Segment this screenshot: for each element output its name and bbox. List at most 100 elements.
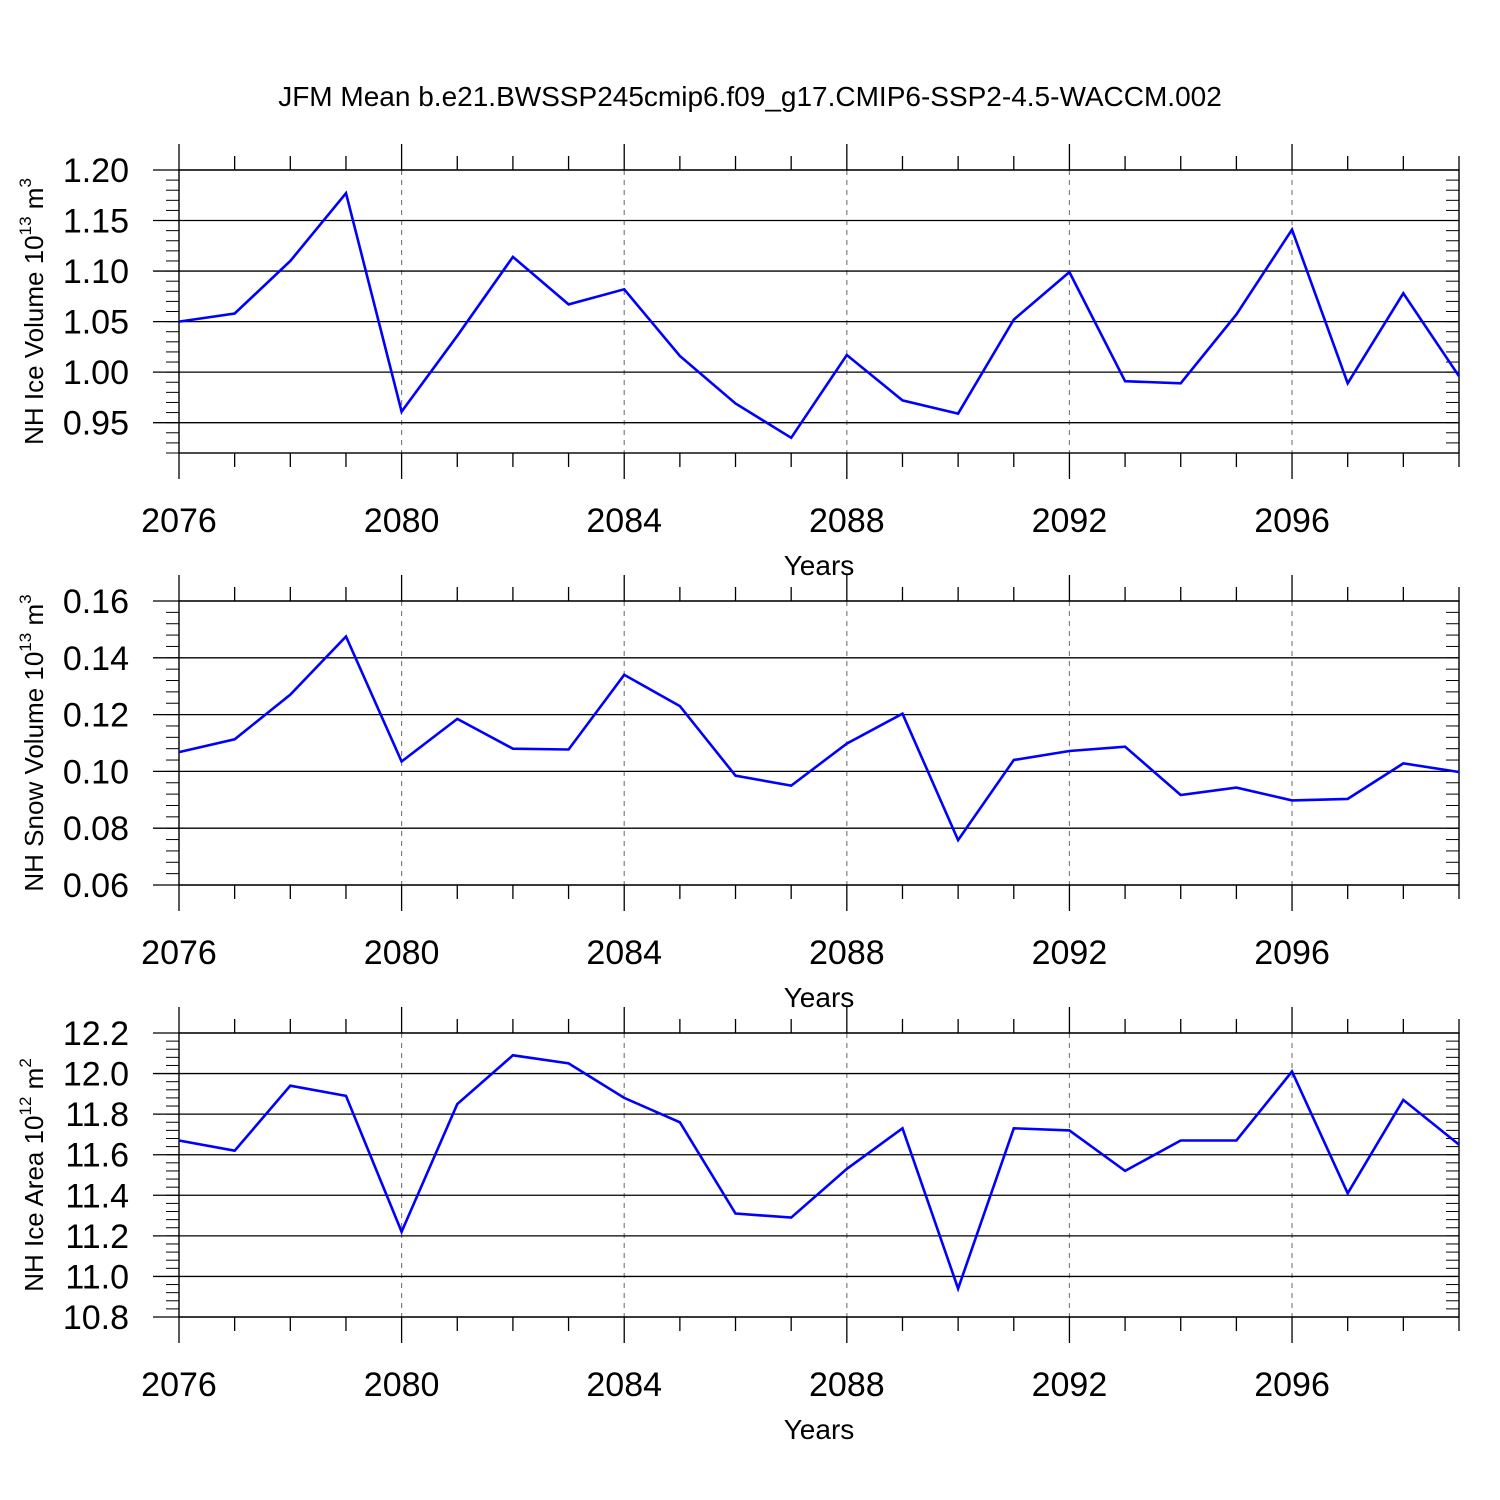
data-point (1067, 1128, 1071, 1132)
y-tick-label: 1.10 (63, 253, 129, 291)
y-label-superscript: 3 (16, 594, 35, 603)
data-point (177, 750, 181, 754)
plot-frame (178, 600, 1460, 886)
y-tick-label: 0.14 (63, 640, 129, 678)
data-point (900, 712, 904, 716)
y-tick-label: 11.0 (65, 1258, 129, 1296)
y-tick-label: 1.05 (63, 304, 129, 342)
data-point (1346, 797, 1350, 801)
data-point (1401, 1098, 1405, 1102)
x-axis-label: Years (784, 982, 855, 1013)
data-point (177, 1139, 181, 1143)
y-label-superscript: 13 (16, 216, 35, 235)
y-label-superscript: 13 (16, 633, 35, 652)
data-point (400, 410, 404, 414)
x-tick-label: 2092 (1032, 1366, 1108, 1404)
x-tick-label: 2092 (1032, 934, 1108, 972)
y-tick-label: 12.2 (63, 1015, 129, 1053)
data-point (455, 1102, 459, 1106)
data-point (956, 838, 960, 842)
data-point (567, 748, 571, 752)
y-tick-label: 11.2 (65, 1218, 129, 1256)
data-point (734, 774, 738, 778)
data-point (622, 1096, 626, 1100)
data-point (845, 353, 849, 357)
y-tick-label: 11.8 (65, 1096, 129, 1134)
data-point (734, 1212, 738, 1216)
data-point (678, 704, 682, 708)
plot-frame (178, 1032, 1460, 1318)
x-tick-label: 2084 (586, 502, 662, 540)
data-point (1123, 745, 1127, 749)
x-tick-label: 2076 (141, 934, 217, 972)
data-point (567, 302, 571, 306)
data-point (1290, 1070, 1294, 1074)
x-tick-label: 2080 (364, 934, 440, 972)
data-point (288, 1084, 292, 1088)
panels: 2076 2080 2084 2088 2092 2096 0.95 1.00 1.05 1.10… (16, 144, 1461, 1445)
y-tick-label: 1.00 (63, 354, 129, 392)
plot-frame (178, 169, 1460, 454)
y-tick-label: 0.16 (63, 583, 129, 621)
y-axis-label: NH Ice Volume 1013 m3 (16, 178, 49, 445)
data-point (1179, 793, 1183, 797)
x-tick-label: 2096 (1254, 1366, 1330, 1404)
data-point (344, 191, 348, 195)
data-point (900, 398, 904, 402)
data-point (288, 259, 292, 263)
data-point (1234, 1139, 1238, 1143)
y-label-text: NH Ice Volume 10 (19, 235, 49, 445)
data-point (400, 759, 404, 763)
data-point (177, 320, 181, 324)
x-tick-label: 2084 (586, 1366, 662, 1404)
data-point (233, 737, 237, 741)
data-point (845, 1167, 849, 1171)
data-point (1123, 1169, 1127, 1173)
y-tick-label: 12.0 (63, 1056, 129, 1094)
data-point (1234, 313, 1238, 317)
x-tick-label: 2092 (1032, 502, 1108, 540)
series-line (178, 634, 1460, 843)
x-axis-label: Years (784, 550, 855, 581)
data-point (1457, 770, 1461, 774)
data-point (678, 1120, 682, 1124)
y-tick-label: 11.6 (65, 1137, 129, 1175)
x-tick-label: 2088 (809, 934, 885, 972)
data-point (344, 1094, 348, 1098)
y-tick-label: 1.15 (63, 203, 129, 241)
data-point (455, 717, 459, 721)
data-point (511, 255, 515, 259)
series-line (178, 190, 1461, 440)
data-point (1012, 318, 1016, 322)
data-point (233, 312, 237, 316)
data-point (789, 436, 793, 440)
panel-2: 2076 2080 2084 2088 2092 2096 0.06 0.08 0.10 0.12… (16, 575, 1461, 1013)
data-point (567, 1061, 571, 1065)
y-tick-label: 11.4 (65, 1177, 129, 1215)
data-point (511, 747, 515, 751)
x-tick-label: 2080 (364, 502, 440, 540)
y-axis-label: NH Ice Area 1012 m2 (16, 1058, 49, 1292)
data-point (455, 334, 459, 338)
data-point (400, 1230, 404, 1234)
data-point (344, 635, 348, 639)
x-tick-label: 2076 (141, 502, 217, 540)
y-axis-label: NH Snow Volume 1013 m3 (16, 594, 49, 891)
x-tick-label: 2088 (809, 502, 885, 540)
y-tick-label: 0.06 (63, 867, 129, 905)
panel-3: 2076 2080 2084 2088 2092 2096 10.811.011.211.4… (16, 1007, 1460, 1445)
y-label-superscript: 2 (16, 1058, 35, 1067)
x-tick-label: 2096 (1254, 502, 1330, 540)
y-tick-label: 0.10 (63, 753, 129, 791)
data-point (900, 1126, 904, 1130)
data-point (1290, 798, 1294, 802)
data-point (1179, 381, 1183, 385)
data-point (1012, 758, 1016, 762)
data-point (789, 784, 793, 788)
data-point (511, 1053, 515, 1057)
data-point (734, 401, 738, 405)
data-point (845, 742, 849, 746)
data-point (678, 354, 682, 358)
y-tick-label: 1.20 (63, 152, 129, 190)
